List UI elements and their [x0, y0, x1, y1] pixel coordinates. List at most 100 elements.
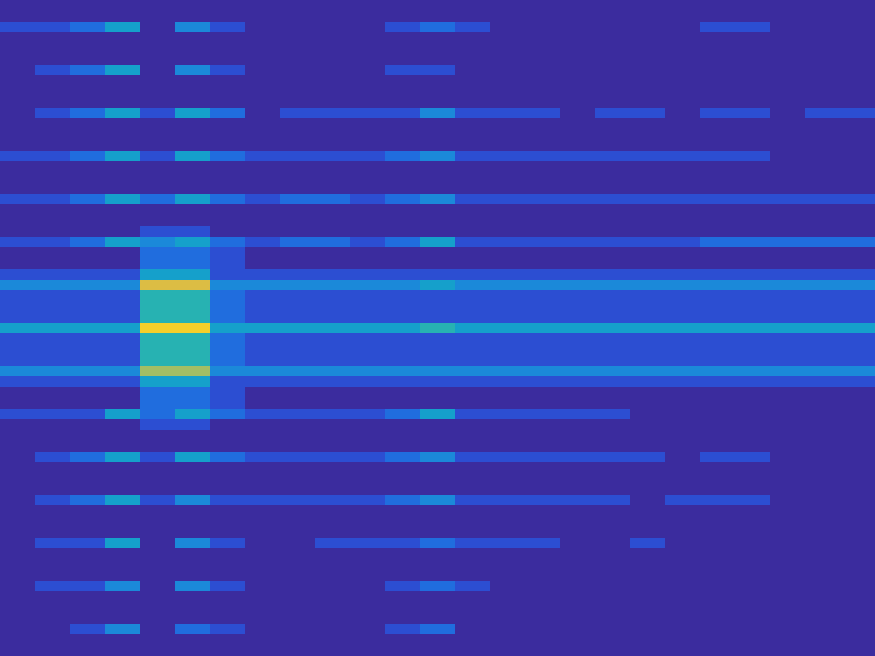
heatmap-cell — [525, 527, 561, 538]
heatmap-cell — [140, 419, 176, 430]
heatmap-cell — [840, 527, 875, 538]
heatmap-cell — [385, 624, 421, 635]
heatmap-cell — [490, 409, 526, 420]
heatmap-cell — [455, 452, 491, 463]
heatmap-cell — [840, 323, 875, 334]
heatmap-cell — [350, 215, 386, 226]
heatmap-cell — [805, 581, 841, 592]
heatmap-cell — [140, 194, 176, 205]
heatmap-cell — [455, 581, 491, 592]
heatmap-cell — [315, 11, 351, 22]
heatmap-cell — [35, 495, 71, 506]
heatmap-cell — [735, 301, 771, 312]
heatmap-cell — [525, 548, 561, 559]
heatmap-cell — [0, 462, 36, 473]
heatmap-cell — [840, 581, 875, 592]
heatmap-cell — [525, 473, 561, 484]
heatmap-cell — [630, 441, 666, 452]
heatmap-cell — [350, 194, 386, 205]
heatmap-cell — [455, 86, 491, 97]
heatmap-cell — [140, 247, 176, 258]
heatmap-cell — [70, 237, 106, 248]
heatmap-cell — [140, 484, 176, 495]
heatmap-cell — [560, 495, 596, 506]
heatmap-cell — [105, 613, 141, 624]
heatmap-cell — [210, 86, 246, 97]
heatmap-cell — [700, 344, 736, 355]
heatmap-cell — [805, 140, 841, 151]
heatmap-cell — [525, 118, 561, 129]
heatmap-cell — [70, 54, 106, 65]
heatmap-cell — [700, 355, 736, 366]
heatmap-cell — [420, 86, 456, 97]
heatmap-cell — [630, 591, 666, 602]
heatmap-cell — [210, 161, 246, 172]
heatmap-cell — [315, 548, 351, 559]
heatmap-cell — [175, 516, 211, 527]
heatmap-cell — [245, 441, 281, 452]
heatmap-cell — [315, 312, 351, 323]
heatmap-cell — [665, 151, 701, 162]
heatmap-cell — [245, 54, 281, 65]
heatmap-cell — [630, 462, 666, 473]
heatmap-cell — [630, 527, 666, 538]
heatmap-cell — [490, 495, 526, 506]
heatmap-cell — [175, 344, 211, 355]
heatmap-cell — [735, 624, 771, 635]
heatmap-cell — [0, 516, 36, 527]
heatmap-cell — [490, 570, 526, 581]
heatmap-cell — [140, 118, 176, 129]
heatmap-cell — [0, 75, 36, 86]
heatmap-cell — [700, 624, 736, 635]
heatmap-cell — [420, 505, 456, 516]
heatmap-cell — [280, 183, 316, 194]
heatmap-cell — [280, 548, 316, 559]
heatmap-cell — [175, 634, 211, 645]
heatmap-cell — [420, 108, 456, 119]
heatmap-cell — [490, 591, 526, 602]
heatmap-cell — [560, 204, 596, 215]
heatmap-cell — [840, 183, 875, 194]
heatmap-cell — [560, 376, 596, 387]
heatmap-cell — [455, 75, 491, 86]
heatmap-cell — [630, 258, 666, 269]
heatmap-cell — [315, 22, 351, 33]
heatmap-cell — [840, 75, 875, 86]
heatmap-cell — [175, 484, 211, 495]
heatmap-cell — [805, 129, 841, 140]
heatmap-cell — [525, 333, 561, 344]
heatmap-cell — [280, 333, 316, 344]
heatmap-cell — [385, 505, 421, 516]
heatmap-cell — [700, 559, 736, 570]
heatmap-cell — [560, 108, 596, 119]
heatmap-cell — [490, 280, 526, 291]
heatmap-cell — [735, 323, 771, 334]
heatmap-cell — [595, 54, 631, 65]
heatmap-cell — [35, 172, 71, 183]
heatmap-cell — [665, 398, 701, 409]
heatmap-cell — [175, 140, 211, 151]
heatmap-cell — [490, 65, 526, 76]
heatmap-cell — [280, 441, 316, 452]
heatmap-cell — [840, 398, 875, 409]
heatmap-cell — [770, 527, 806, 538]
heatmap-cell — [210, 151, 246, 162]
heatmap-cell — [280, 484, 316, 495]
heatmap-cell — [315, 645, 351, 656]
heatmap-cell — [385, 344, 421, 355]
heatmap-cell — [560, 237, 596, 248]
heatmap-cell — [350, 355, 386, 366]
heatmap-cell — [455, 97, 491, 108]
heatmap-cell — [455, 11, 491, 22]
heatmap-cell — [420, 441, 456, 452]
heatmap-cell — [35, 140, 71, 151]
heatmap-cell — [595, 462, 631, 473]
heatmap-cell — [140, 86, 176, 97]
heatmap-cell — [315, 280, 351, 291]
heatmap-cell — [210, 376, 246, 387]
heatmap-cell — [630, 323, 666, 334]
heatmap-cell — [210, 516, 246, 527]
heatmap-cell — [210, 581, 246, 592]
heatmap-cell — [140, 516, 176, 527]
heatmap-cell — [385, 366, 421, 377]
